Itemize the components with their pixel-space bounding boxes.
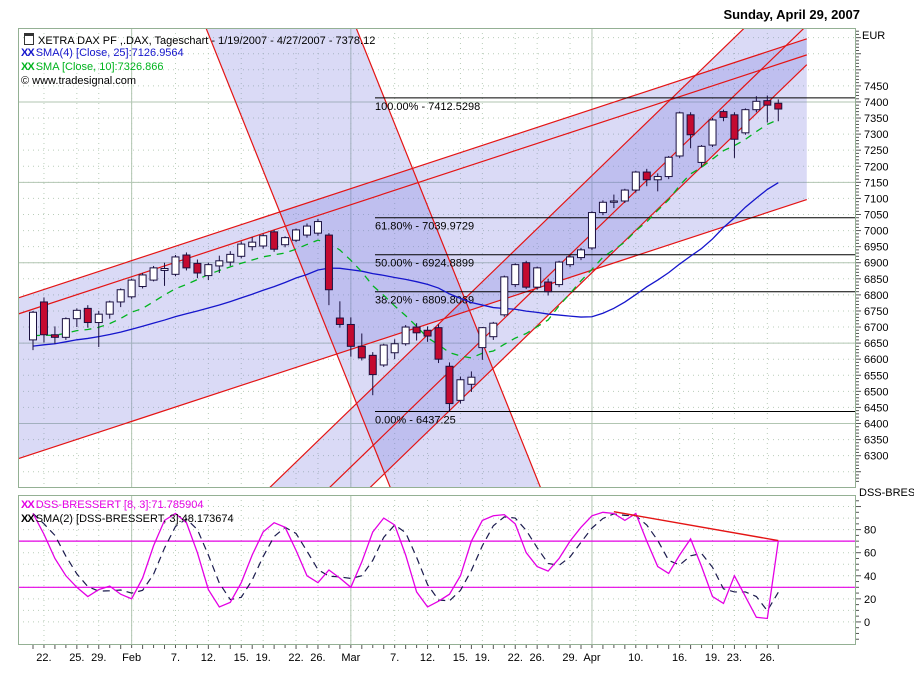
svg-text:26.: 26.	[310, 652, 325, 664]
svg-text:6350: 6350	[864, 435, 888, 447]
svg-text:6600: 6600	[864, 354, 888, 366]
svg-text:19.: 19.	[705, 652, 720, 664]
svg-text:Apr: Apr	[583, 652, 600, 664]
svg-text:61.80% - 7039.9729: 61.80% - 7039.9729	[375, 221, 474, 233]
svg-text:6650: 6650	[864, 338, 888, 350]
svg-text:7.: 7.	[390, 652, 399, 664]
sma-fast-icon: XX	[21, 61, 35, 73]
svg-text:0: 0	[864, 617, 870, 629]
legend-sma-fast: XX SMA [Close, 10]:7326.866	[21, 61, 164, 74]
oscillator-axis-label: DSS-BRESSERT	[859, 487, 914, 499]
svg-text:60: 60	[864, 548, 876, 560]
svg-text:12.: 12.	[201, 652, 216, 664]
svg-text:7000: 7000	[864, 226, 888, 238]
svg-text:7200: 7200	[864, 161, 888, 173]
svg-text:7300: 7300	[864, 129, 888, 141]
legend-sma-slow: XX SMA(4) [Close, 25]:7126.9564	[21, 47, 184, 60]
dss-icon: XX	[21, 499, 35, 511]
svg-text:7450: 7450	[864, 81, 888, 93]
sma-slow-label: SMA(4) [Close, 25]:7126.9564	[35, 47, 184, 59]
svg-text:19.: 19.	[475, 652, 490, 664]
svg-text:25.: 25.	[69, 652, 84, 664]
sma-fast-label: SMA [Close, 10]:7326.866	[35, 61, 164, 73]
currency-axis-label: EUR	[862, 30, 886, 42]
svg-text:7250: 7250	[864, 145, 888, 157]
svg-text:6950: 6950	[864, 242, 888, 254]
svg-text:38.20% - 6809.8069: 38.20% - 6809.8069	[375, 295, 474, 307]
svg-text:50.00% - 6924.8899: 50.00% - 6924.8899	[375, 258, 474, 270]
svg-text:15.: 15.	[453, 652, 468, 664]
svg-text:7100: 7100	[864, 193, 888, 205]
svg-text:26.: 26.	[530, 652, 545, 664]
oscillator-panel[interactable]: 80 60 40 20 0	[18, 495, 916, 645]
svg-text:6850: 6850	[864, 274, 888, 286]
svg-text:20: 20	[864, 594, 876, 606]
svg-text:Feb: Feb	[122, 652, 141, 664]
svg-text:7350: 7350	[864, 113, 888, 125]
svg-text:Mar: Mar	[341, 652, 360, 664]
svg-text:6300: 6300	[864, 451, 888, 463]
svg-text:22.: 22.	[36, 652, 51, 664]
legend-dss: XX DSS-BRESSERT [8, 3]:71.785904	[21, 499, 203, 512]
x-axis-strip: 22. 25. 29. Feb 7. 12. 15. 19. 22. 26. Mar 7. 12. 15.…	[32, 645, 779, 664]
chart-title: XETRA DAX PF ,.DAX, Tageschart - 1/19/20…	[38, 35, 376, 47]
svg-text:26.: 26.	[760, 652, 775, 664]
price-chart-panel[interactable]: 100.00% - 7412.5298 61.80% - 7039.9729 50.…	[18, 28, 916, 488]
svg-text:6900: 6900	[864, 258, 888, 270]
svg-text:6550: 6550	[864, 370, 888, 382]
svg-text:6800: 6800	[864, 290, 888, 302]
dss-sma-icon: XX	[21, 513, 35, 525]
svg-text:80: 80	[864, 525, 876, 537]
svg-text:29.: 29.	[562, 652, 577, 664]
svg-text:6700: 6700	[864, 322, 888, 334]
svg-text:6400: 6400	[864, 418, 888, 430]
svg-text:6750: 6750	[864, 306, 888, 318]
svg-text:7400: 7400	[864, 97, 888, 109]
copyright-text: © www.tradesignal.com	[21, 75, 137, 87]
svg-text:23.: 23.	[727, 652, 742, 664]
dss-sma-label: SMA(2) [DSS-BRESSERT, 3]:48.173674	[35, 513, 234, 525]
svg-text:7050: 7050	[864, 209, 888, 221]
legend-dss-sma: XX SMA(2) [DSS-BRESSERT, 3]:48.173674	[21, 513, 234, 526]
svg-text:0.00% - 6437.25: 0.00% - 6437.25	[375, 415, 456, 427]
svg-text:6500: 6500	[864, 386, 888, 398]
svg-text:12.: 12.	[420, 652, 435, 664]
dss-label: DSS-BRESSERT [8, 3]:71.785904	[35, 499, 204, 511]
svg-text:7.: 7.	[171, 652, 180, 664]
svg-text:19.: 19.	[256, 652, 271, 664]
svg-text:15.: 15.	[234, 652, 249, 664]
svg-text:29.: 29.	[91, 652, 106, 664]
svg-text:7150: 7150	[864, 177, 888, 189]
svg-text:100.00% - 7412.5298: 100.00% - 7412.5298	[375, 101, 480, 113]
sma-slow-icon: XX	[21, 47, 35, 59]
svg-text:22.: 22.	[288, 652, 303, 664]
svg-text:6450: 6450	[864, 402, 888, 414]
svg-text:10.: 10.	[628, 652, 643, 664]
page-date-heading: Sunday, April 29, 2007	[723, 7, 860, 22]
chart-window-icon[interactable]	[24, 33, 34, 45]
copyright-line: © www.tradesignal.com	[21, 75, 136, 88]
svg-text:40: 40	[864, 571, 876, 583]
svg-text:22.: 22.	[508, 652, 523, 664]
svg-text:16.: 16.	[672, 652, 687, 664]
chart-title-row: XETRA DAX PF ,.DAX, Tageschart - 1/19/20…	[24, 33, 375, 48]
